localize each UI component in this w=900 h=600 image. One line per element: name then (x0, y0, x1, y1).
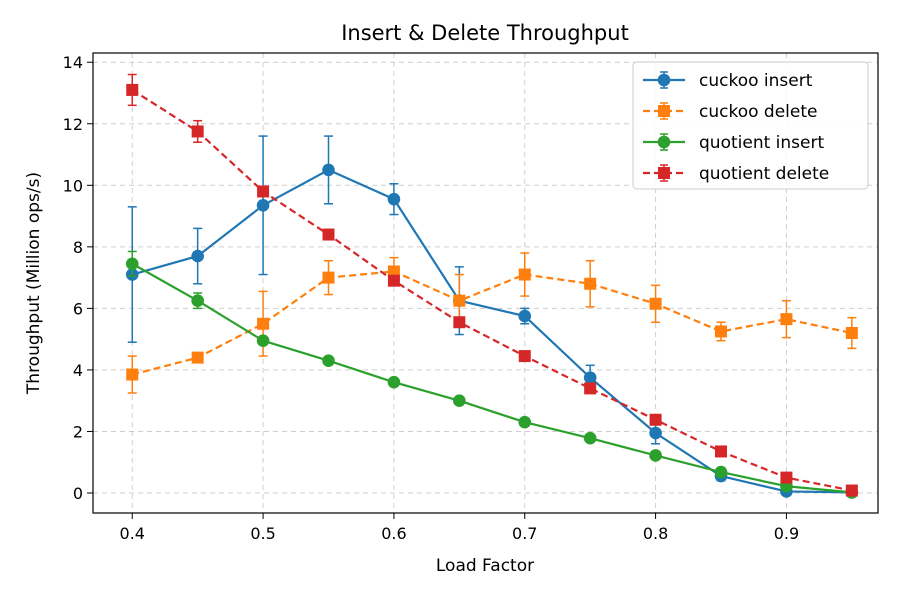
ticks: 0.4 0.5 0.6 0.7 0.8 0.9 0 2 4 6 8 10 12 14 (63, 53, 800, 543)
data-point (715, 325, 727, 338)
data-point (583, 371, 597, 384)
legend-label: quotient delete (699, 164, 829, 184)
data-point (518, 350, 531, 363)
data-point (649, 413, 662, 426)
legend-item: quotient delete (643, 164, 829, 184)
series-line (131, 88, 853, 492)
data-point (649, 297, 662, 310)
data-point (387, 274, 400, 287)
series-quotient-insert (125, 250, 859, 499)
data-point (191, 125, 204, 138)
legend-item: cuckoo delete (643, 102, 817, 122)
y-tick-label: 14 (63, 53, 83, 72)
data-point (518, 309, 532, 323)
data-point (649, 449, 662, 462)
data-point (387, 192, 401, 206)
data-point (387, 375, 401, 389)
x-axis-label: Load Factor (436, 556, 534, 576)
data-point (518, 415, 532, 429)
y-tick-label: 4 (73, 361, 83, 380)
data-point (584, 382, 597, 395)
data-point (126, 83, 139, 96)
plot-frame (92, 52, 879, 514)
data-point (584, 277, 597, 290)
x-tick-label: 0.5 (250, 524, 275, 543)
legend-marker (657, 73, 671, 87)
data-point (714, 465, 728, 479)
legend-marker (657, 135, 671, 149)
y-tick-label: 10 (63, 176, 83, 195)
data-point (126, 368, 139, 381)
legend-item: cuckoo insert (643, 71, 813, 91)
legend-box (632, 61, 869, 190)
data-point (256, 199, 270, 212)
x-tick-label: 0.8 (643, 524, 668, 543)
x-tick-label: 0.9 (774, 524, 799, 543)
legend-label: quotient insert (699, 133, 824, 153)
data-point (257, 317, 270, 330)
data-point (191, 294, 204, 307)
series-layer (125, 73, 859, 499)
x-tick-label: 0.4 (120, 524, 145, 543)
data-point (322, 163, 335, 177)
data-point (649, 426, 662, 440)
legend-label: cuckoo insert (699, 71, 813, 91)
chart-title: Insert & Delete Throughput (341, 21, 629, 45)
data-point (322, 228, 335, 241)
legend-marker (658, 167, 670, 179)
series-line (131, 168, 852, 494)
x-tick-label: 0.6 (381, 524, 406, 543)
legend-item: quotient insert (643, 133, 824, 153)
data-point (453, 394, 466, 407)
data-point (518, 268, 531, 281)
y-tick-label: 8 (73, 238, 83, 257)
y-axis-label: Throughput (Million ops/s) (24, 172, 44, 395)
data-point (583, 431, 597, 445)
data-point (191, 351, 204, 364)
data-point (191, 249, 204, 263)
data-point (257, 185, 270, 198)
data-point (125, 257, 139, 271)
data-point (780, 313, 793, 326)
series-quotient-delete (126, 73, 858, 497)
data-point (845, 484, 858, 497)
data-point (256, 334, 270, 347)
data-point (453, 316, 466, 329)
y-tick-label: 0 (73, 484, 83, 503)
data-point (845, 327, 858, 339)
data-point (387, 265, 400, 278)
legend-label: cuckoo delete (699, 102, 817, 122)
data-point (453, 294, 466, 307)
series-line (131, 262, 852, 494)
data-point (322, 271, 335, 284)
data-point (715, 445, 727, 458)
data-point (780, 471, 793, 484)
y-tick-label: 2 (73, 422, 83, 441)
y-tick-label: 6 (73, 299, 83, 318)
y-tick-label: 12 (63, 115, 83, 134)
legend-marker (658, 105, 670, 117)
data-point (322, 354, 335, 367)
legend: cuckoo insert cuckoo delete quotient inser… (632, 61, 869, 190)
x-tick-label: 0.7 (512, 524, 537, 543)
